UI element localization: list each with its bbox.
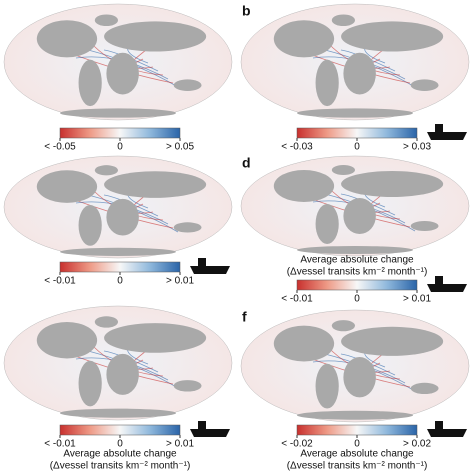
colorbar-caption: Average absolute change <box>300 449 414 460</box>
landmass <box>341 21 444 52</box>
landmass <box>60 247 176 256</box>
landmass <box>410 79 439 91</box>
ship-icon <box>427 421 467 437</box>
landmass <box>410 382 439 394</box>
landmass <box>60 108 176 118</box>
landmass <box>331 14 355 27</box>
colorbar-tick-label: < -0.05 <box>44 142 76 153</box>
landmass <box>106 353 139 395</box>
colorbar-tick-label: > 0.03 <box>403 142 432 153</box>
colorbar-tick-label: < -0.01 <box>44 276 76 287</box>
landmass <box>94 316 118 328</box>
colorbar <box>59 424 181 436</box>
ship-icon <box>427 124 467 140</box>
colorbar-caption: (Δvessel transits km⁻² month⁻¹) <box>287 267 428 278</box>
landmass <box>78 204 102 246</box>
landmass <box>106 52 139 95</box>
panel-label: b <box>242 3 251 19</box>
landmass <box>173 79 202 91</box>
colorbar-tick-label: > 0.01 <box>403 294 432 305</box>
landmass <box>273 170 335 202</box>
landmass <box>36 321 98 359</box>
ship-icon <box>427 276 467 292</box>
landmass <box>36 170 98 203</box>
panel: b < -0.03 0 > 0.03 <box>240 3 470 153</box>
landmass <box>343 357 376 398</box>
landmass <box>106 198 139 236</box>
landmass <box>315 59 339 107</box>
landmass <box>60 408 176 418</box>
colorbar-tick-label: < -0.03 <box>281 142 313 153</box>
landmass <box>36 20 98 58</box>
colorbar-caption: Average absolute change <box>63 449 177 460</box>
ship-icon <box>190 258 230 274</box>
landmass <box>104 171 207 198</box>
ship-icon <box>190 421 230 437</box>
colorbar-caption: (Δvessel transits km⁻² month⁻¹) <box>287 461 428 472</box>
panel: < -0.01 0 > 0.01 <box>3 155 233 287</box>
landmass <box>315 204 339 244</box>
colorbar-caption: (Δvessel transits km⁻² month⁻¹) <box>50 461 191 472</box>
colorbar-tick-label: 0 <box>117 276 123 287</box>
landmass <box>273 20 335 58</box>
landmass <box>343 198 376 234</box>
landmass <box>78 360 102 407</box>
colorbar-caption: Average absolute change <box>300 255 414 266</box>
colorbar-tick-label: > 0.05 <box>166 142 195 153</box>
colorbar-tick-label: 0 <box>117 142 123 153</box>
landmass <box>104 323 207 353</box>
landmass <box>410 221 439 231</box>
landmass <box>273 325 335 362</box>
landmass <box>94 165 118 176</box>
landmass <box>104 21 207 52</box>
landmass <box>94 14 118 27</box>
colorbar-tick-label: > 0.01 <box>166 276 195 287</box>
colorbar-tick-label: < -0.01 <box>44 439 76 450</box>
landmass <box>331 165 355 175</box>
colorbar-tick-label: 0 <box>117 439 123 450</box>
panel: < -0.05 0 > 0.05 <box>3 3 233 153</box>
landmass <box>173 222 202 233</box>
colorbar <box>59 261 181 273</box>
landmass <box>78 59 102 107</box>
colorbar <box>296 424 418 436</box>
landmass <box>297 246 413 254</box>
panel-label: d <box>242 155 251 171</box>
colorbar-tick-label: > 0.02 <box>403 439 432 450</box>
colorbar <box>296 127 418 139</box>
colorbar-tick-label: 0 <box>354 142 360 153</box>
landmass <box>343 52 376 95</box>
colorbar-tick-label: 0 <box>354 439 360 450</box>
panel-label: f <box>242 309 247 325</box>
colorbar-tick-label: > 0.01 <box>166 439 195 450</box>
landmass <box>341 171 444 197</box>
landmass <box>297 410 413 420</box>
colorbar-tick-label: < -0.01 <box>281 294 313 305</box>
landmass <box>315 363 339 409</box>
landmass <box>297 108 413 118</box>
colorbar <box>59 127 181 139</box>
panel: d < -0.01 0 > 0.01 Average absolute change(Δ… <box>240 155 470 305</box>
colorbar-tick-label: 0 <box>354 294 360 305</box>
landmass <box>331 320 355 332</box>
landmass <box>173 380 202 392</box>
landmass <box>341 326 444 356</box>
colorbar <box>296 279 418 291</box>
colorbar-tick-label: < -0.02 <box>281 439 313 450</box>
